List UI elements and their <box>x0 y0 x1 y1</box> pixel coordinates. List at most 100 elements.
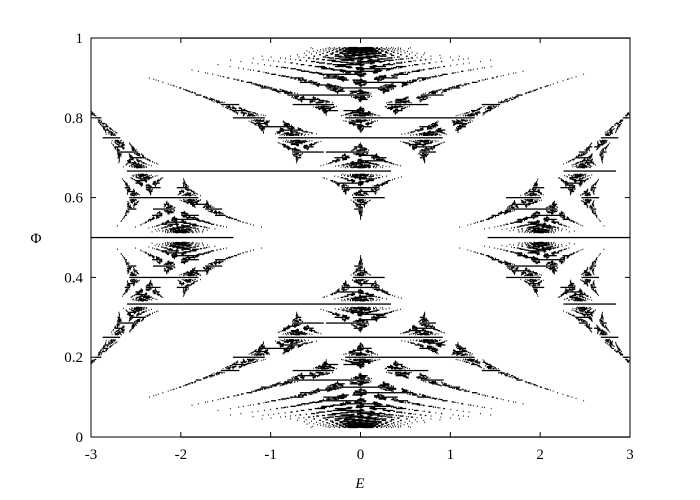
spectrum-band <box>229 217 231 219</box>
spectrum-band <box>103 124 104 126</box>
spectrum-band <box>525 267 527 269</box>
spectrum-band <box>560 179 564 182</box>
spectrum-band <box>526 191 528 194</box>
spectrum-band <box>208 246 210 248</box>
spectrum-band <box>360 106 362 108</box>
spectrum-band <box>360 285 362 287</box>
spectrum-band <box>343 298 345 301</box>
spectrum-band <box>455 72 457 74</box>
spectrum-band <box>181 260 183 262</box>
spectrum-band <box>291 345 294 347</box>
spectrum-band <box>410 416 414 418</box>
spectrum-band <box>360 326 365 328</box>
spectrum-band <box>148 190 153 193</box>
spectrum-band <box>299 414 302 416</box>
spectrum-band <box>318 365 321 367</box>
spectrum-band <box>612 345 614 347</box>
spectrum-band <box>149 219 152 222</box>
spectrum-band <box>419 157 426 159</box>
spectrum-band <box>127 265 137 267</box>
spectrum-band <box>532 191 534 194</box>
spectrum-band <box>332 106 335 108</box>
spectrum-band <box>308 408 312 411</box>
spectrum-band <box>336 423 339 425</box>
spectrum-band <box>157 260 158 263</box>
spectrum-band <box>316 52 317 54</box>
spectrum-band <box>547 262 551 265</box>
spectrum-band <box>539 283 541 286</box>
spectrum-band <box>563 248 566 250</box>
spectrum-band <box>414 54 416 57</box>
spectrum-band <box>344 153 346 155</box>
spectrum-band <box>500 75 502 77</box>
spectrum-band <box>379 412 382 414</box>
spectrum-band <box>120 140 121 142</box>
spectrum-band <box>372 185 374 187</box>
spectrum-band <box>136 296 139 299</box>
spectrum-band <box>128 288 130 290</box>
spectrum-band <box>404 376 409 378</box>
spectrum-band <box>504 213 506 215</box>
spectrum-band <box>298 394 308 396</box>
spectrum-band <box>584 194 588 196</box>
spectrum-band <box>483 254 485 256</box>
spectrum-band <box>591 270 595 272</box>
spectrum-band <box>236 360 238 362</box>
spectrum-band <box>554 243 556 245</box>
spectrum-band <box>183 189 184 192</box>
spectrum-band <box>394 361 398 363</box>
spectrum-band <box>391 50 393 52</box>
spectrum-band <box>368 307 371 309</box>
spectrum-band <box>546 227 551 229</box>
spectrum-band <box>112 129 114 131</box>
spectrum-band <box>416 395 418 397</box>
spectrum-band <box>443 383 447 385</box>
spectrum-band <box>358 190 377 193</box>
spectrum-band <box>584 320 586 322</box>
spectrum-band <box>323 50 325 52</box>
spectrum-band <box>210 99 212 102</box>
spectrum-band <box>546 210 548 212</box>
spectrum-band <box>192 249 197 251</box>
spectrum-band <box>337 64 347 67</box>
spectrum-band <box>569 288 572 290</box>
spectrum-band <box>569 296 578 299</box>
spectrum-band <box>377 359 379 361</box>
spectrum-band <box>599 253 601 255</box>
spectrum-band <box>593 199 595 202</box>
spectrum-band <box>313 377 315 379</box>
spectrum-band <box>367 377 370 379</box>
spectrum-band <box>407 96 409 98</box>
spectrum-band <box>319 51 321 53</box>
spectrum-band <box>126 170 392 172</box>
spectrum-band <box>332 160 340 162</box>
spectrum-band <box>257 403 260 405</box>
spectrum-band <box>328 57 334 59</box>
spectrum-band <box>151 189 152 192</box>
spectrum-band <box>217 398 219 401</box>
spectrum-band <box>185 256 196 259</box>
spectrum-band <box>452 414 454 416</box>
spectrum-band <box>408 64 410 67</box>
spectrum-band <box>591 320 593 322</box>
spectrum-band <box>108 132 110 134</box>
spectrum-band <box>358 98 368 101</box>
spectrum-band <box>381 49 383 51</box>
spectrum-band <box>588 279 590 281</box>
spectrum-band <box>360 375 366 378</box>
spectrum-band <box>336 388 340 390</box>
spectrum-band <box>126 203 130 205</box>
spectrum-band <box>600 137 619 139</box>
spectrum-band <box>297 315 299 317</box>
spectrum-band <box>254 353 257 355</box>
spectrum-band <box>136 177 139 179</box>
spectrum-band <box>114 325 116 327</box>
spectrum-band <box>437 345 441 347</box>
spectrum-band <box>106 128 108 130</box>
spectrum-band <box>360 284 363 286</box>
spectrum-band <box>489 256 491 258</box>
spectrum-band <box>280 330 282 333</box>
spectrum-band <box>205 208 223 210</box>
spectrum-band <box>343 283 346 286</box>
spectrum-band <box>289 77 304 79</box>
